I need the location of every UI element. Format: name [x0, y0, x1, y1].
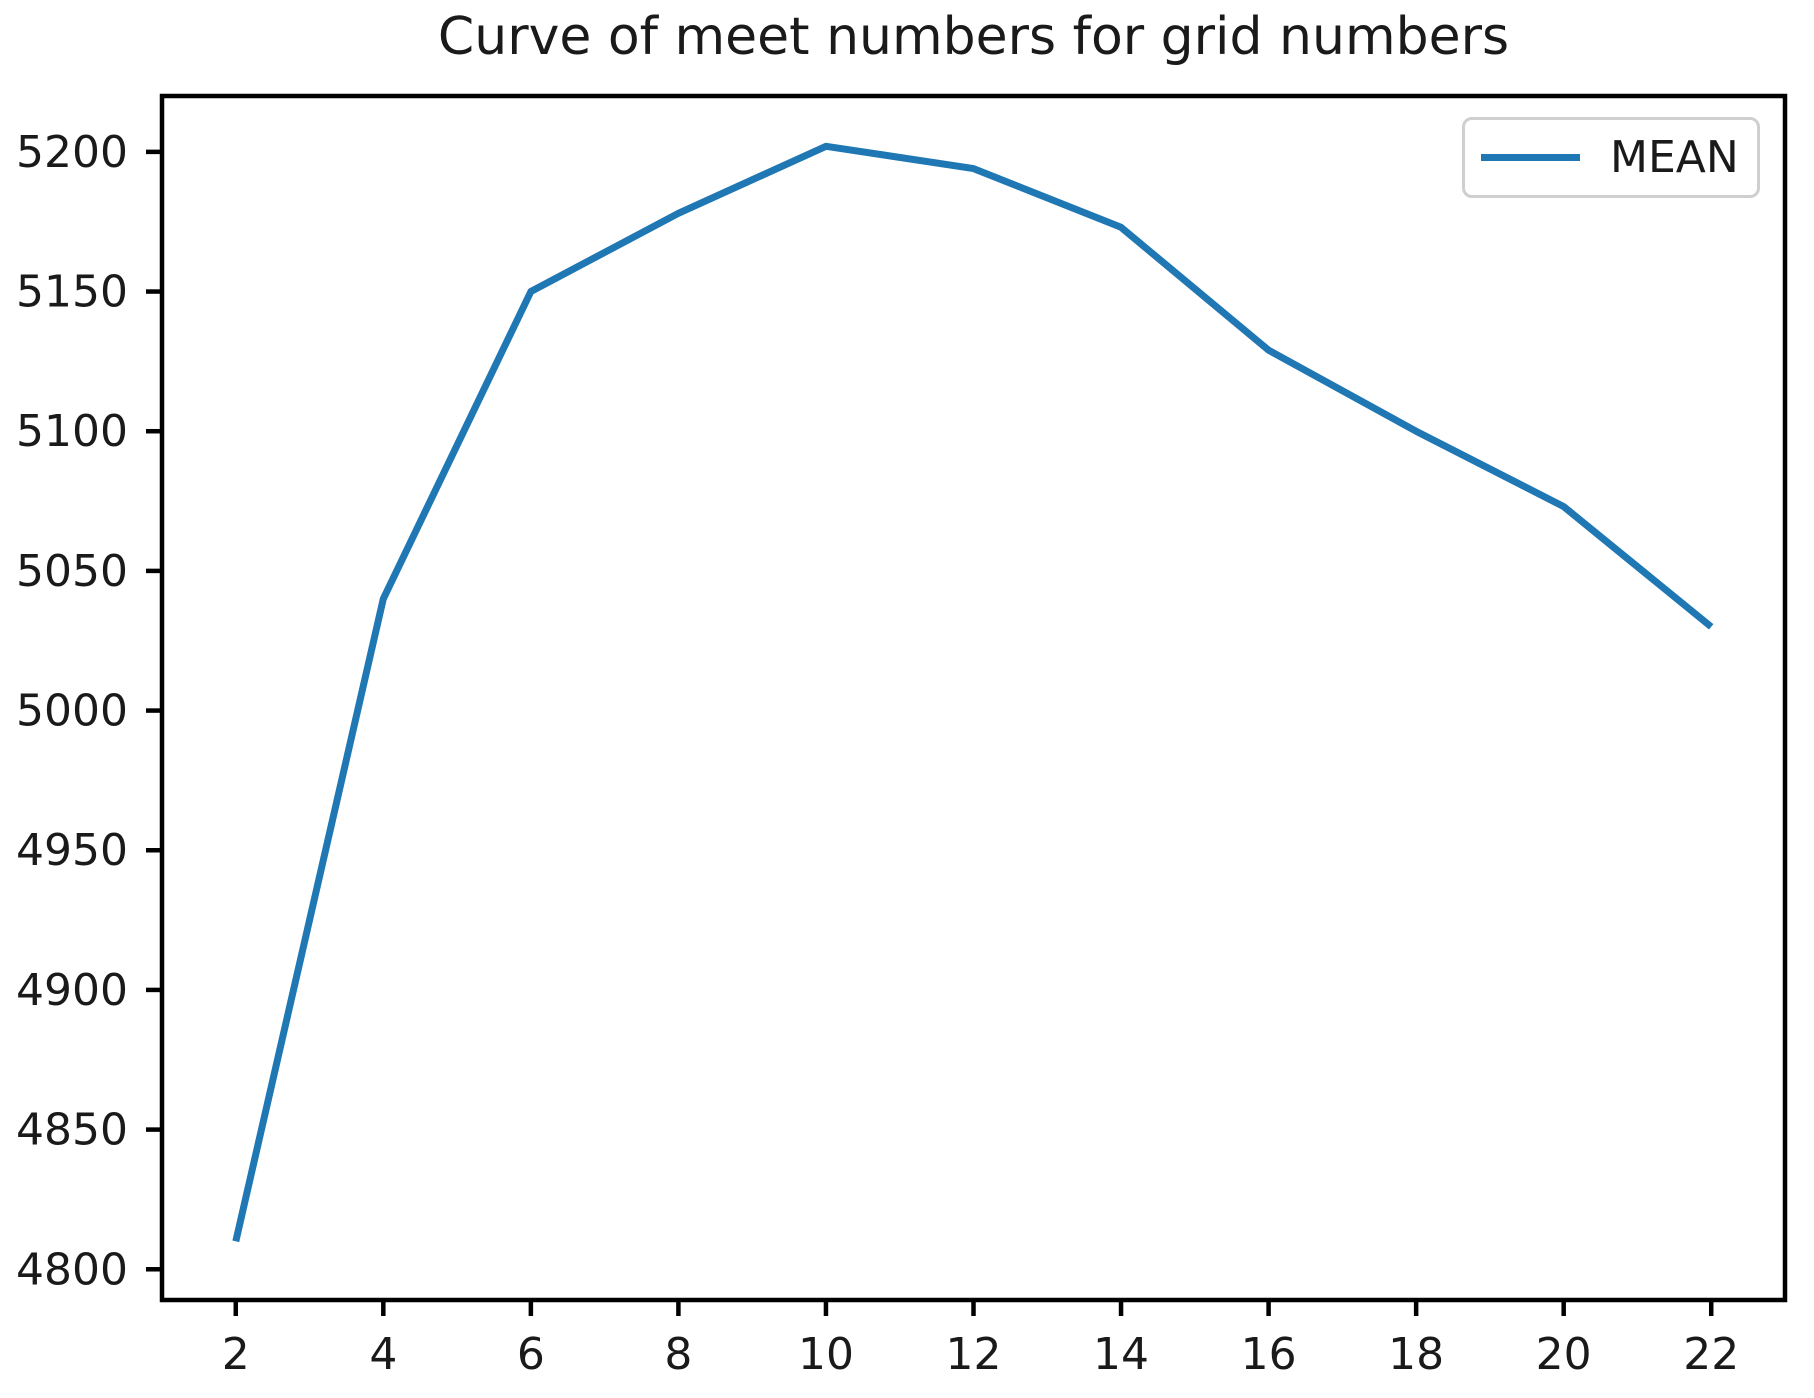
- y-tick-label: 5000: [16, 686, 128, 737]
- axis-ticks: [146, 149, 1714, 1316]
- x-tick-label: 16: [1241, 1329, 1297, 1380]
- series-line-mean: [232, 142, 1714, 1243]
- x-tick-label: 14: [1093, 1329, 1149, 1380]
- x-tick-label: 18: [1388, 1329, 1444, 1380]
- x-tick-label: 2: [222, 1329, 250, 1380]
- y-tick-label: 4850: [16, 1105, 128, 1156]
- x-tick-label: 4: [369, 1329, 397, 1380]
- x-tick-label: 10: [798, 1329, 854, 1380]
- y-tick-label: 4950: [16, 825, 128, 876]
- x-tick-label: 8: [664, 1329, 692, 1380]
- y-tick-label: 4900: [16, 965, 128, 1016]
- x-tick-label: 12: [946, 1329, 1002, 1380]
- y-tick-label: 5100: [16, 406, 128, 457]
- legend: MEAN: [1462, 117, 1760, 198]
- axis-tick-labels: 2 4 6 8 10 12 14 16 18 20 22 4800 4850 4900 4950 5000 50…: [16, 127, 1739, 1380]
- x-tick-label: 6: [517, 1329, 545, 1380]
- y-tick-label: 4800: [16, 1244, 128, 1295]
- plot-frame: [159, 93, 1788, 1303]
- chart-title: Curve of meet numbers for grid numbers: [437, 7, 1510, 67]
- y-tick-label: 5050: [16, 546, 128, 597]
- y-tick-label: 5200: [16, 127, 128, 178]
- legend-line-sample: [1481, 154, 1580, 161]
- legend-label: MEAN: [1610, 131, 1739, 183]
- plot-border: [159, 93, 1788, 1303]
- x-tick-label: 22: [1683, 1329, 1739, 1380]
- y-tick-label: 5150: [16, 267, 128, 318]
- series-lines: [232, 142, 1714, 1243]
- x-tick-label: 20: [1536, 1329, 1592, 1380]
